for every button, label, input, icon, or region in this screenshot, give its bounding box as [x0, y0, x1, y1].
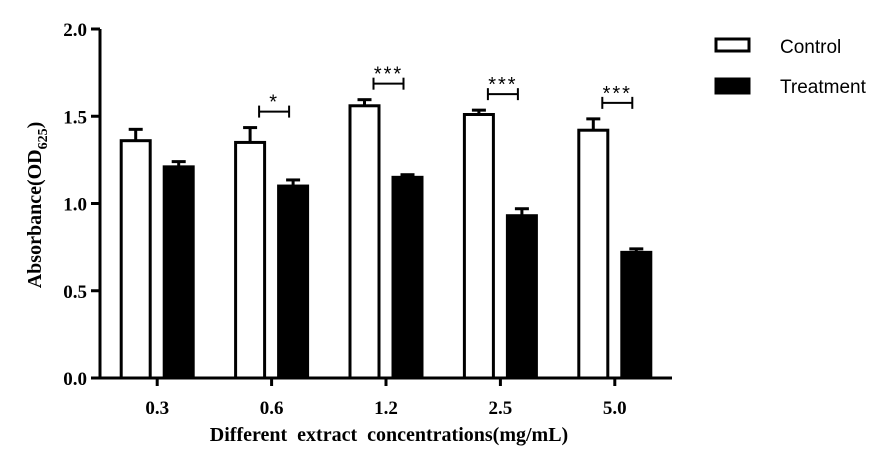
significance-label: ***	[603, 83, 632, 105]
x-tick-label: 5.0	[603, 398, 627, 419]
bar-control	[577, 128, 610, 380]
x-axis: 0.3 0.6 1.2 2.5 5.0	[98, 376, 672, 419]
legend-item-control: Control	[714, 37, 841, 58]
significance-label: ***	[374, 64, 403, 86]
y-axis-title-main: Absorbance(OD	[24, 149, 46, 288]
legend-swatch-control	[714, 37, 751, 53]
bar-control	[462, 113, 495, 380]
y-tick-label: 0.0	[63, 369, 87, 390]
y-tick-label: 1.0	[63, 195, 87, 216]
x-tick-label: 0.6	[260, 398, 284, 419]
legend-swatch-treatment	[714, 77, 751, 95]
legend-label-control: Control	[780, 37, 841, 58]
bar-treatment	[391, 175, 424, 380]
significance-label: *	[269, 92, 279, 114]
bar-control	[348, 104, 381, 380]
y-axis-title-subscript: 625	[36, 128, 51, 149]
x-tick-label: 1.2	[374, 398, 398, 419]
significance-markers: **** *** ***	[258, 64, 634, 118]
bar-treatment	[162, 165, 195, 380]
x-tick-label: 0.3	[145, 398, 169, 419]
y-tick-label: 2.0	[63, 20, 87, 41]
significance-label: ***	[488, 74, 517, 96]
x-axis-title: Different extract concentrations(mg/mL)	[210, 424, 568, 446]
legend: Control Treatment	[714, 37, 867, 98]
bars	[119, 98, 653, 380]
legend-label-treatment: Treatment	[780, 77, 867, 98]
bar-treatment	[505, 214, 538, 380]
y-tick-label: 0.5	[63, 282, 87, 303]
bar-control	[119, 139, 152, 380]
x-tick-label: 2.5	[489, 398, 513, 419]
bar-treatment	[277, 184, 310, 380]
y-axis-title: Absorbance(OD625)	[24, 122, 51, 289]
bar-control	[234, 140, 267, 380]
y-axis-title-close: )	[24, 122, 46, 129]
y-axis: 0.0 0.5 1.0 1.5 2.0	[63, 20, 102, 390]
y-tick-label: 1.5	[63, 107, 87, 128]
legend-item-treatment: Treatment	[714, 77, 867, 98]
bar-treatment	[620, 250, 653, 380]
